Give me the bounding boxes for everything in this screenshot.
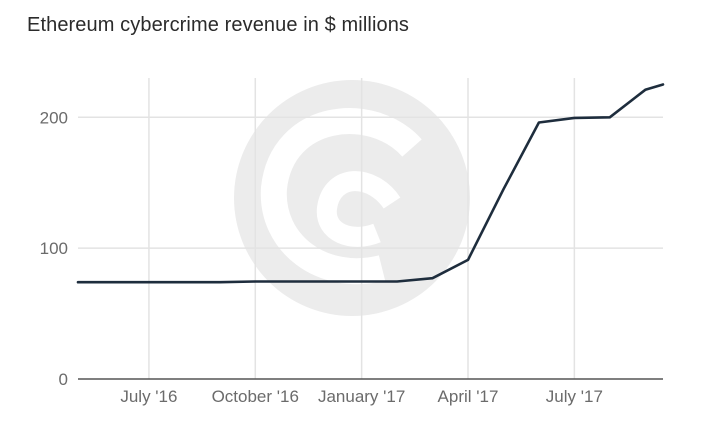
y-tick-label: 200: [40, 108, 68, 127]
x-tick-label: January '17: [318, 387, 405, 406]
y-tick-label: 0: [59, 370, 68, 389]
tick-labels: 0 100 200 July '16 October '16 January '17 Apr…: [40, 108, 603, 406]
watermark-swoosh-outer: [260, 108, 422, 285]
series-line: [76, 83, 665, 284]
x-tick-label: July '17: [546, 387, 603, 406]
x-tick-label: April '17: [438, 387, 499, 406]
x-tick-label: October '16: [212, 387, 299, 406]
chart-title: Ethereum cybercrime revenue in $ million…: [27, 14, 410, 36]
x-tick-label: July '16: [120, 387, 177, 406]
grid-lines: [78, 78, 663, 379]
series-layer: [76, 83, 665, 284]
y-tick-label: 100: [40, 239, 68, 258]
watermark-logo: [234, 80, 470, 316]
watermark-swoosh-inner: [316, 171, 401, 247]
